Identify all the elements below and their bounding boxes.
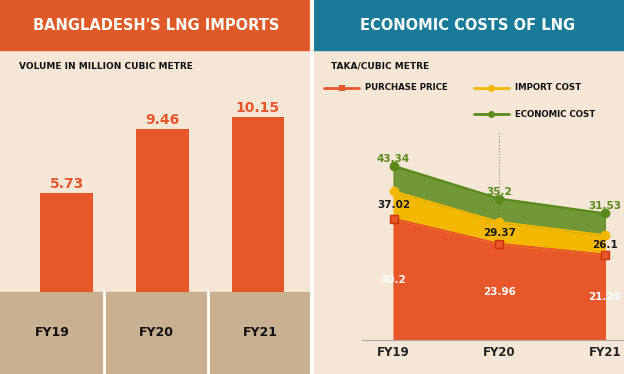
Text: FY19: FY19 (34, 327, 69, 339)
Text: 9.46: 9.46 (145, 113, 179, 127)
Text: 23.96: 23.96 (483, 287, 515, 297)
Text: FY20: FY20 (139, 327, 173, 339)
Text: 10.15: 10.15 (236, 101, 280, 115)
Text: 29.37: 29.37 (483, 228, 515, 238)
Text: BANGLADESH'S LNG IMPORTS: BANGLADESH'S LNG IMPORTS (33, 18, 279, 33)
Text: 43.34: 43.34 (377, 154, 410, 164)
Bar (0, 292, 312, 374)
Text: ECONOMIC COST: ECONOMIC COST (515, 110, 595, 119)
Bar (312, 0, 624, 50)
Text: 30.2: 30.2 (381, 275, 406, 285)
Text: 26.1: 26.1 (592, 240, 618, 250)
Text: 31.53: 31.53 (588, 201, 622, 211)
Bar (136, 129, 188, 292)
Text: 35.2: 35.2 (486, 187, 512, 197)
Text: VOLUME IN MILLION CUBIC METRE: VOLUME IN MILLION CUBIC METRE (19, 62, 193, 71)
Text: 37.02: 37.02 (377, 200, 410, 210)
Text: PURCHASE PRICE: PURCHASE PRICE (365, 83, 448, 92)
Text: TAKA/CUBIC METRE: TAKA/CUBIC METRE (331, 62, 429, 71)
Bar (232, 117, 284, 292)
Text: 5.73: 5.73 (49, 177, 84, 191)
Bar (40, 193, 93, 292)
Bar (0, 0, 312, 50)
Text: IMPORT COST: IMPORT COST (515, 83, 581, 92)
Text: FY21: FY21 (243, 327, 278, 339)
Text: 21.29: 21.29 (588, 292, 622, 303)
Text: ECONOMIC COSTS OF LNG: ECONOMIC COSTS OF LNG (361, 18, 575, 33)
